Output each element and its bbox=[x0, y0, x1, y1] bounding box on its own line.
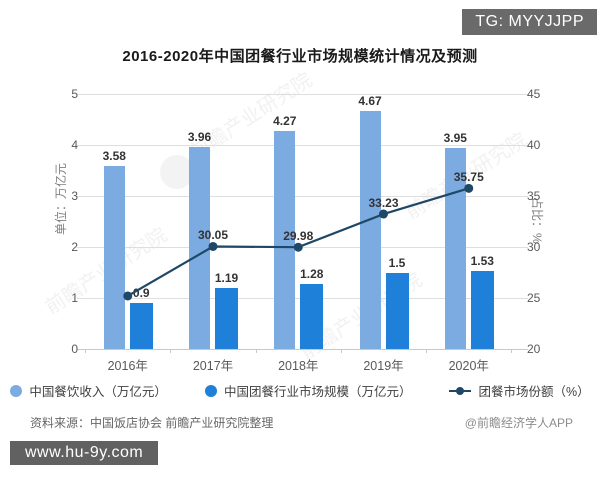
url-watermark-badge: www.hu-9y.com bbox=[10, 441, 159, 465]
left-axis-tick: 0 bbox=[71, 342, 78, 356]
right-axis-title: 占比：% bbox=[530, 197, 544, 244]
x-axis-tick bbox=[340, 349, 342, 353]
right-axis-tick: 25 bbox=[527, 291, 541, 305]
legend-item-market-share: 团餐市场份额（%） bbox=[449, 381, 590, 400]
legend: 中国餐饮收入（万亿元） 中国团餐行业市场规模（万亿元） 团餐市场份额（%） bbox=[0, 381, 600, 400]
right-axis-tick: 30 bbox=[527, 240, 541, 254]
left-axis-tick: 5 bbox=[71, 87, 78, 101]
left-axis-tick: 4 bbox=[71, 138, 78, 152]
gridline bbox=[77, 196, 528, 197]
line-marker bbox=[293, 242, 303, 252]
legend-label: 团餐市场份额（%） bbox=[478, 385, 590, 399]
x-axis-label: 2020年 bbox=[448, 359, 489, 373]
line-marker bbox=[379, 209, 388, 219]
left-axis-tick: 3 bbox=[71, 189, 78, 203]
left-axis-tick: 1 bbox=[71, 291, 78, 305]
chart-title: 2016-2020年中国团餐行业市场规模统计情况及预测 bbox=[122, 48, 478, 65]
bar-value-label: 3.95 bbox=[443, 130, 467, 145]
x-axis-label: 2019年 bbox=[363, 359, 404, 373]
restaurant-revenue-bar bbox=[103, 166, 125, 349]
bar-value-label: 1.5 bbox=[388, 255, 406, 270]
bar-value-label: 1.19 bbox=[214, 271, 239, 286]
legend-swatch-light-blue bbox=[10, 384, 23, 397]
gridline bbox=[77, 145, 528, 146]
line-marker bbox=[464, 183, 474, 193]
right-axis-tick: 20 bbox=[527, 342, 541, 356]
tg-watermark-badge: TG: MYYJJPP bbox=[462, 9, 597, 35]
right-axis-tick: 35 bbox=[527, 189, 541, 203]
bar-value-label: 4.67 bbox=[358, 93, 382, 108]
group-catering-bar bbox=[300, 283, 324, 349]
bar-value-label: 3.58 bbox=[102, 149, 126, 164]
legend-swatch-blue bbox=[204, 384, 217, 397]
bar-value-label: 1.53 bbox=[470, 253, 494, 268]
legend-label: 中国餐饮收入（万亿元） bbox=[29, 385, 167, 399]
x-axis-tick bbox=[511, 349, 513, 353]
restaurant-revenue-bar bbox=[444, 147, 466, 349]
restaurant-revenue-bar bbox=[274, 131, 296, 349]
legend-item-group-catering-scale: 中国团餐行业市场规模（万亿元） bbox=[204, 381, 412, 400]
group-catering-bar bbox=[470, 270, 494, 349]
group-catering-bar bbox=[129, 303, 153, 349]
market-share-line bbox=[123, 183, 474, 301]
x-axis-tick bbox=[170, 349, 172, 353]
restaurant-revenue-bar bbox=[189, 147, 210, 349]
line-marker bbox=[208, 241, 218, 251]
plot-area: 3.58 3.96 4.27 4.67 3.95 0.9 1.19 1.28 1.5 1.53 30… bbox=[77, 93, 528, 353]
x-axis-line bbox=[77, 349, 528, 350]
x-axis-label: 2017年 bbox=[192, 359, 234, 373]
right-axis-tick: 40 bbox=[527, 138, 541, 152]
x-axis-label: 2018年 bbox=[278, 359, 319, 373]
line-value-label: 35.75 bbox=[453, 170, 484, 185]
restaurant-revenue-bar bbox=[359, 110, 381, 349]
x-axis-tick bbox=[255, 349, 257, 353]
line-value-label: 33.23 bbox=[368, 196, 399, 211]
x-axis-tick bbox=[85, 349, 86, 353]
right-axis-tick: 45 bbox=[527, 87, 541, 101]
legend-swatch-line bbox=[449, 386, 472, 395]
credit-note: @前瞻经济学人APP bbox=[464, 416, 573, 430]
line-marker bbox=[123, 291, 133, 301]
x-axis-label: 2016年 bbox=[107, 359, 148, 373]
group-catering-bar bbox=[215, 288, 238, 349]
legend-item-restaurant-revenue: 中国餐饮收入（万亿元） bbox=[10, 381, 167, 400]
gridline bbox=[77, 94, 528, 95]
x-axis-tick bbox=[426, 349, 427, 353]
line-value-label: 29.98 bbox=[283, 229, 314, 244]
line-value-label: 30.05 bbox=[197, 228, 229, 243]
group-catering-bar bbox=[385, 272, 409, 349]
bar-value-label: 3.96 bbox=[187, 130, 212, 145]
left-axis-tick: 2 bbox=[71, 240, 78, 254]
legend-label: 中国团餐行业市场规模（万亿元） bbox=[223, 385, 412, 399]
bar-value-label: 1.28 bbox=[300, 266, 324, 281]
legend-line-dot bbox=[456, 386, 465, 395]
bar-value-label: 4.27 bbox=[273, 114, 297, 129]
data-source-note: 资料来源：中国饭店协会 前瞻产业研究院整理 bbox=[30, 416, 274, 430]
